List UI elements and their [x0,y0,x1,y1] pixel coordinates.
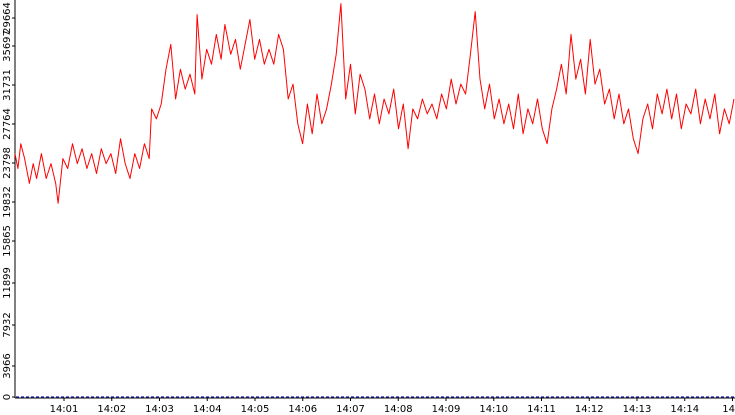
y-tick-label: 0 [2,394,13,400]
x-tick-label: 14:12 [575,404,604,415]
x-tick-label: 14:02 [97,404,126,415]
y-axis-ticks: 0 3966 7932 11899 15865 19832 23798 27764 31731 3… [2,2,15,400]
x-tick-label: 14 [722,404,735,415]
y-tick-label: 7932 [2,312,13,337]
y-tick-label: 11899 [2,267,13,299]
x-tick-label: 14:13 [623,404,652,415]
y-tick-label: 29664 [2,2,13,34]
x-tick-label: 14:03 [145,404,174,415]
x-tick-label: 14:01 [50,404,79,415]
y-tick-label: 27764 [2,108,13,140]
x-tick-label: 14:07 [336,404,365,415]
y-tick-label: 31731 [2,69,13,101]
y-tick-label: 35697 [2,30,13,62]
y-tick-label: 3966 [2,353,13,378]
y-tick-label: 15865 [2,225,13,257]
x-tick-label: 14:11 [527,404,556,415]
x-tick-label: 14:04 [193,404,222,415]
x-tick-label: 14:10 [479,404,508,415]
series-layer [14,3,735,204]
x-tick-label: 14:14 [670,404,699,415]
x-tick-label: 14:05 [241,404,270,415]
x-tick-label: 14:06 [288,404,317,415]
y-tick-label: 19832 [2,186,13,218]
y-tick-label: 23798 [2,147,13,179]
series-line [14,3,735,204]
x-tick-label: 14:08 [384,404,413,415]
x-tick-label: 14:09 [432,404,461,415]
